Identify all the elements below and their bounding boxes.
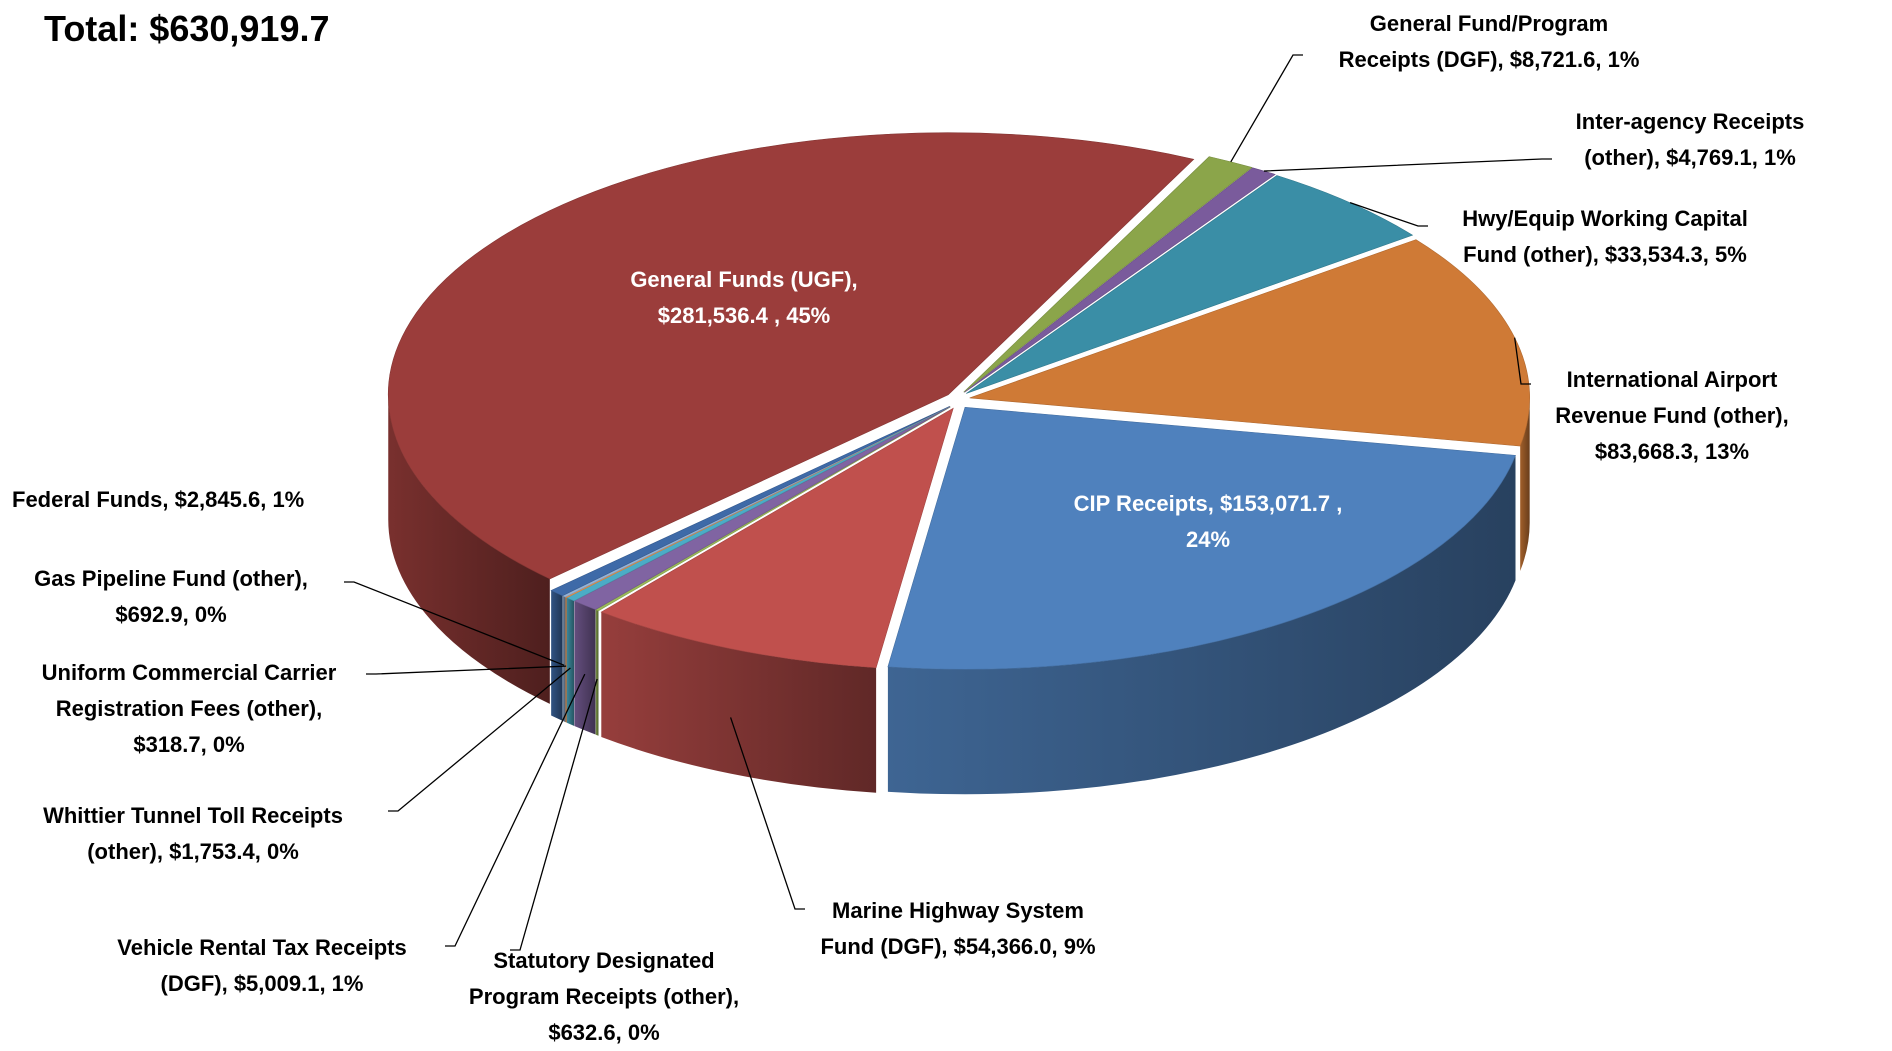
leader-line (1349, 202, 1428, 227)
slice-side (566, 597, 575, 726)
slice (964, 167, 1276, 393)
data-label-line: Fund (other), $33,534.3, 5% (1463, 242, 1747, 267)
slice (573, 406, 951, 610)
slice-side (887, 455, 1516, 795)
leader-line (510, 678, 598, 951)
data-label: Statutory Designated Program Receipts (ot… (469, 943, 739, 1051)
data-label: Hwy/Equip Working Capital Fund (other), $… (1462, 201, 1748, 273)
slice-side (388, 394, 550, 704)
data-label: CIP Receipts, $153,071.7 , 24% (1074, 486, 1343, 558)
leader-line (366, 665, 567, 675)
data-label-line: Revenue Fund (other), (1555, 403, 1789, 428)
data-label: Vehicle Rental Tax Receipts (DGF), $5,009… (117, 930, 406, 1002)
data-label: Inter-agency Receipts (other), $4,769.1, … (1576, 104, 1805, 176)
slice-sides (388, 394, 1530, 795)
chart-title: Total: $630,919.7 (44, 8, 330, 49)
slice (600, 407, 954, 669)
data-label-line: CIP Receipts, $153,071.7 , (1073, 491, 1343, 516)
data-label-line: $318.7, 0% (133, 732, 245, 757)
data-label-line: Registration Fees (other), (55, 696, 323, 721)
leader-line (1514, 337, 1531, 385)
data-label-line: Inter-agency Receipts (1575, 109, 1805, 134)
data-label: International Airport Revenue Fund (other… (1555, 362, 1788, 470)
slice-side (562, 595, 566, 723)
data-label-line: Fund (DGF), $54,366.0, 9% (820, 934, 1096, 959)
leader-line (445, 673, 586, 947)
leader-line (1263, 158, 1552, 172)
slice-side (601, 612, 877, 793)
data-label-line: General Funds (UGF), (630, 267, 858, 292)
data-label-line: $83,668.3, 13% (1594, 439, 1750, 464)
data-label: Uniform Commercial Carrier Registration F… (42, 655, 337, 763)
data-label: General Funds (UGF), $281,536.4 , 45% (630, 262, 857, 334)
leader-line (729, 717, 805, 910)
data-label: Whittier Tunnel Toll Receipts (other), $1… (43, 798, 343, 870)
data-label-line: 24% (1185, 527, 1231, 552)
slice-tops (387, 132, 1530, 670)
slice (387, 132, 1195, 580)
data-label-line: Statutory Designated (493, 948, 715, 973)
data-label-line: $632.6, 0% (548, 1020, 660, 1045)
data-label-line: $692.9, 0% (115, 602, 227, 627)
slice (550, 406, 950, 597)
leader-line (388, 667, 571, 812)
data-label-line: Vehicle Rental Tax Receipts (117, 935, 407, 960)
slice-side (595, 609, 599, 736)
slice-side (1520, 397, 1530, 572)
data-label-line: Program Receipts (other), (468, 984, 740, 1009)
data-label-line: (DGF), $5,009.1, 1% (160, 971, 364, 996)
data-label-line: General Fund/Program (1369, 11, 1609, 36)
data-label-line: (other), $4,769.1, 1% (1584, 145, 1796, 170)
leader-line (1230, 54, 1303, 163)
slice (966, 175, 1414, 394)
data-label-line: Federal Funds, $2,845.6, 1% (12, 487, 305, 512)
data-label-line: Hwy/Equip Working Capital (1462, 206, 1748, 231)
slice-side (574, 601, 596, 735)
data-label-line: $281,536.4 , 45% (657, 303, 831, 328)
data-label-line: Receipts (DGF), $8,721.6, 1% (1338, 47, 1640, 72)
data-label-line: International Airport (1566, 367, 1778, 392)
data-label-line: Uniform Commercial Carrier (41, 660, 337, 685)
data-label: General Fund/Program Receipts (DGF), $8,7… (1339, 6, 1640, 78)
data-label: Marine Highway System Fund (DGF), $54,366… (820, 893, 1095, 965)
slice (963, 156, 1253, 393)
slice-side (565, 597, 567, 723)
data-label-line: (other), $1,753.4, 0% (87, 839, 299, 864)
leader-line (344, 581, 565, 666)
data-label: Gas Pipeline Fund (other), $692.9, 0% (34, 561, 308, 633)
data-label-line: Whittier Tunnel Toll Receipts (43, 803, 343, 828)
data-label-line: Gas Pipeline Fund (other), (34, 566, 308, 591)
slice-side (551, 590, 563, 721)
slice (887, 406, 1516, 670)
data-label-line: Marine Highway System (832, 898, 1084, 923)
data-label: Federal Funds, $2,845.6, 1% (12, 482, 304, 518)
